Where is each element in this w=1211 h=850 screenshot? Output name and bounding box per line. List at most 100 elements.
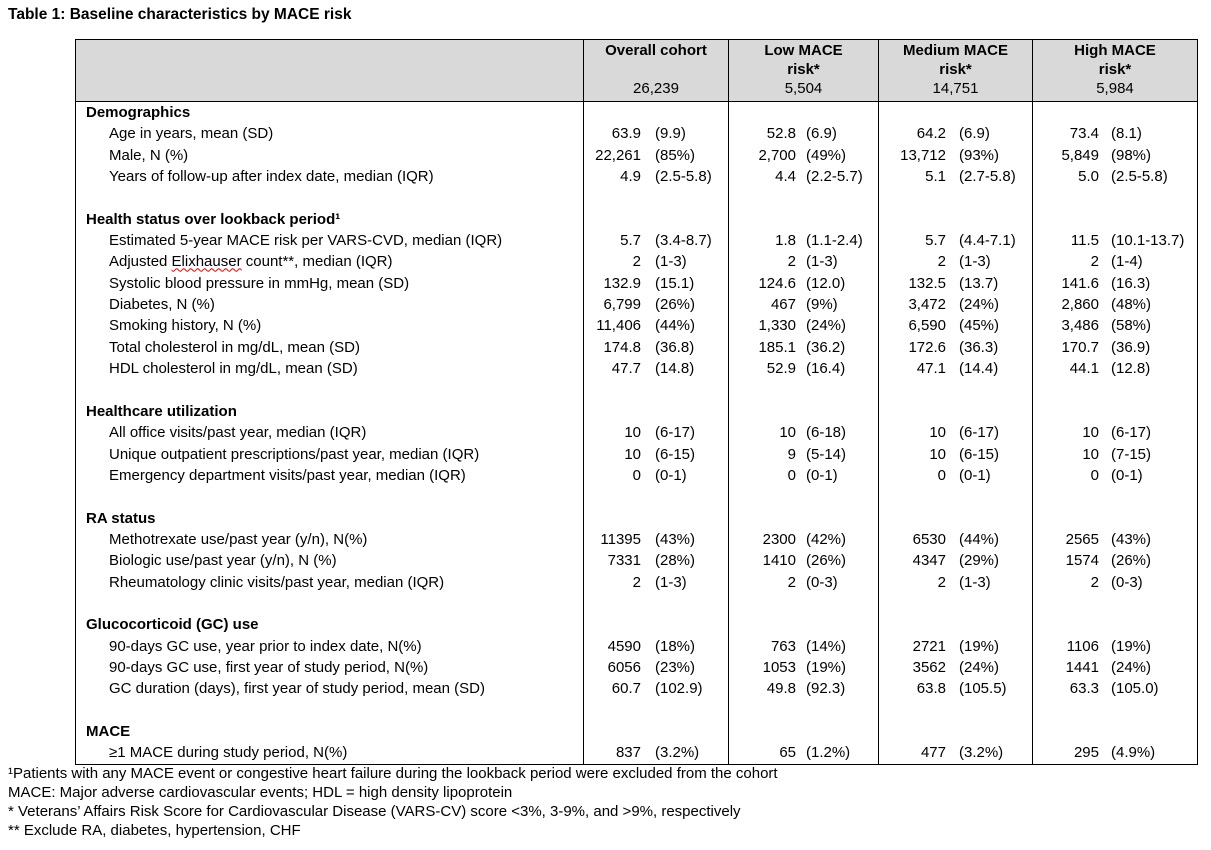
- table-row: Adjusted Elixhauser count**, median (IQR…: [75, 251, 1198, 273]
- value-number: 10: [624, 424, 641, 442]
- section-title: Healthcare utilization: [75, 400, 584, 423]
- table-row: Estimated 5-year MACE risk per VARS-CVD,…: [75, 230, 1198, 252]
- footnote: MACE: Major adverse cardiovascular event…: [8, 784, 513, 801]
- value-cell: 63.8 (105.5): [878, 678, 1033, 700]
- value-cell: 52.9 (16.4): [728, 358, 879, 380]
- value-spread: (23%): [655, 658, 696, 676]
- column-n: 26,239: [633, 80, 679, 97]
- row-label: Years of follow-up after index date, med…: [75, 166, 584, 188]
- row-label: Estimated 5-year MACE risk per VARS-CVD,…: [75, 230, 584, 252]
- value-number: 5.1: [925, 168, 946, 186]
- value-cell: 1441 (24%): [1032, 656, 1198, 679]
- value-number: 2: [1090, 573, 1099, 591]
- value-spread: (16.3): [1111, 274, 1151, 292]
- value-number: 11395: [600, 530, 641, 548]
- value-cell: 6530 (44%): [878, 528, 1033, 551]
- value-cell: 5.1 (2.7-5.8): [878, 166, 1033, 188]
- value-cell: 2300 (42%): [728, 528, 879, 551]
- value-cell: 3,486 (58%): [1032, 315, 1198, 337]
- column-header-label: [584, 60, 728, 79]
- value-spread: (2.5-5.8): [1111, 168, 1168, 186]
- value-spread: (28%): [655, 552, 696, 570]
- value-spread: (24%): [1111, 658, 1152, 676]
- value-number: 2: [632, 253, 641, 271]
- value-number: 1441: [1065, 658, 1099, 676]
- column-header-label: risk*: [1098, 61, 1132, 78]
- value-spread: (4.9%): [1111, 744, 1156, 762]
- value-number: 1574: [1065, 552, 1099, 570]
- value-spread: (58%): [1111, 317, 1152, 335]
- value-number: 2: [1090, 253, 1099, 271]
- value-cell: 2 (1-3): [583, 571, 729, 593]
- value-cell: 2 (1-3): [583, 251, 729, 273]
- value-spread: (13.7): [959, 274, 999, 292]
- header-label-cell: [75, 39, 584, 102]
- value-cell: 6,590 (45%): [878, 315, 1033, 337]
- value-spread: (0-1): [806, 466, 838, 484]
- section-title: RA status: [75, 507, 584, 529]
- value-cell: 1053 (19%): [728, 656, 879, 679]
- value-number: 477: [920, 744, 946, 762]
- table-row: Rheumatology clinic visits/past year, me…: [75, 571, 1198, 593]
- value-number: 13,712: [900, 146, 946, 164]
- value-spread: (1-3): [959, 573, 991, 591]
- section-row: RA status: [75, 507, 1198, 529]
- value-spread: (6-17): [1111, 424, 1152, 442]
- value-spread: (44%): [959, 530, 1000, 548]
- value-number: 2,700: [758, 146, 796, 164]
- value-cell: 2 (0-3): [728, 571, 879, 593]
- value-spread: (1-3): [655, 253, 687, 271]
- spacer-row: [75, 379, 1198, 401]
- section-row: Demographics: [75, 101, 1198, 124]
- value-number: 6,799: [603, 296, 641, 314]
- value-cell: 295 (4.9%): [1032, 742, 1198, 765]
- spellcheck-word: Elixhauser: [171, 253, 242, 271]
- value-cell: 467 (9%): [728, 294, 879, 316]
- value-number: 1,330: [758, 317, 796, 335]
- value-cell: 0 (0-1): [1032, 464, 1198, 487]
- table-row: Unique outpatient prescriptions/past yea…: [75, 443, 1198, 465]
- value-spread: (105.5): [959, 680, 1007, 698]
- section-row: Health status over lookback period¹: [75, 208, 1198, 231]
- value-spread: (92.3): [806, 680, 846, 698]
- column-header-label: Overall cohort: [605, 42, 707, 59]
- section-row: Healthcare utilization: [75, 400, 1198, 423]
- value-cell: 2 (0-3): [1032, 571, 1198, 593]
- row-label: ≥1 MACE during study period, N(%): [75, 742, 584, 765]
- value-spread: (36.2): [806, 338, 846, 356]
- value-number: 5,849: [1061, 146, 1099, 164]
- value-cell: 11.5 (10.1-13.7): [1032, 230, 1198, 252]
- table-row: Methotrexate use/past year (y/n), N(%) 11…: [75, 528, 1198, 551]
- value-cell: 763 (14%): [728, 635, 879, 657]
- row-label: HDL cholesterol in mg/dL, mean (SD): [75, 358, 584, 380]
- value-cell: 1.8 (1.1-2.4): [728, 230, 879, 252]
- value-number: 63.3: [1069, 680, 1099, 698]
- value-number: 10: [1082, 445, 1099, 463]
- value-cell: 9 (5-14): [728, 443, 879, 465]
- value-cell: 49.8 (92.3): [728, 678, 879, 700]
- value-cell: 5.7 (3.4-8.7): [583, 230, 729, 252]
- value-number: 73.4: [1069, 125, 1099, 143]
- value-spread: (45%): [959, 317, 1000, 335]
- value-number: 2565: [1065, 530, 1099, 548]
- value-cell: 141.6 (16.3): [1032, 272, 1198, 295]
- value-number: 2300: [762, 530, 796, 548]
- value-cell: 1106 (19%): [1032, 635, 1198, 657]
- value-spread: (24%): [959, 658, 1000, 676]
- value-spread: (44%): [655, 317, 696, 335]
- baseline-characteristics-table: Overall cohort 26,239 Low MACE risk* 5,504 M…: [75, 39, 1198, 765]
- value-cell: 132.5 (13.7): [878, 272, 1033, 295]
- value-number: 10: [624, 445, 641, 463]
- column-n: 14,751: [932, 80, 979, 97]
- value-number: 132.9: [603, 274, 641, 292]
- value-spread: (43%): [1111, 530, 1152, 548]
- value-cell: 52.8 (6.9): [728, 123, 879, 145]
- value-spread: (3.2%): [959, 744, 1004, 762]
- column-header-label: Low MACE: [764, 42, 843, 59]
- value-spread: (1-3): [655, 573, 687, 591]
- value-number: 10: [929, 445, 946, 463]
- table-body: Demographics Age in years, mean (SD) 63.9 (…: [75, 101, 1198, 765]
- value-cell: 4.9 (2.5-5.8): [583, 166, 729, 188]
- value-spread: (93%): [959, 146, 1000, 164]
- value-number: 132.5: [908, 274, 946, 292]
